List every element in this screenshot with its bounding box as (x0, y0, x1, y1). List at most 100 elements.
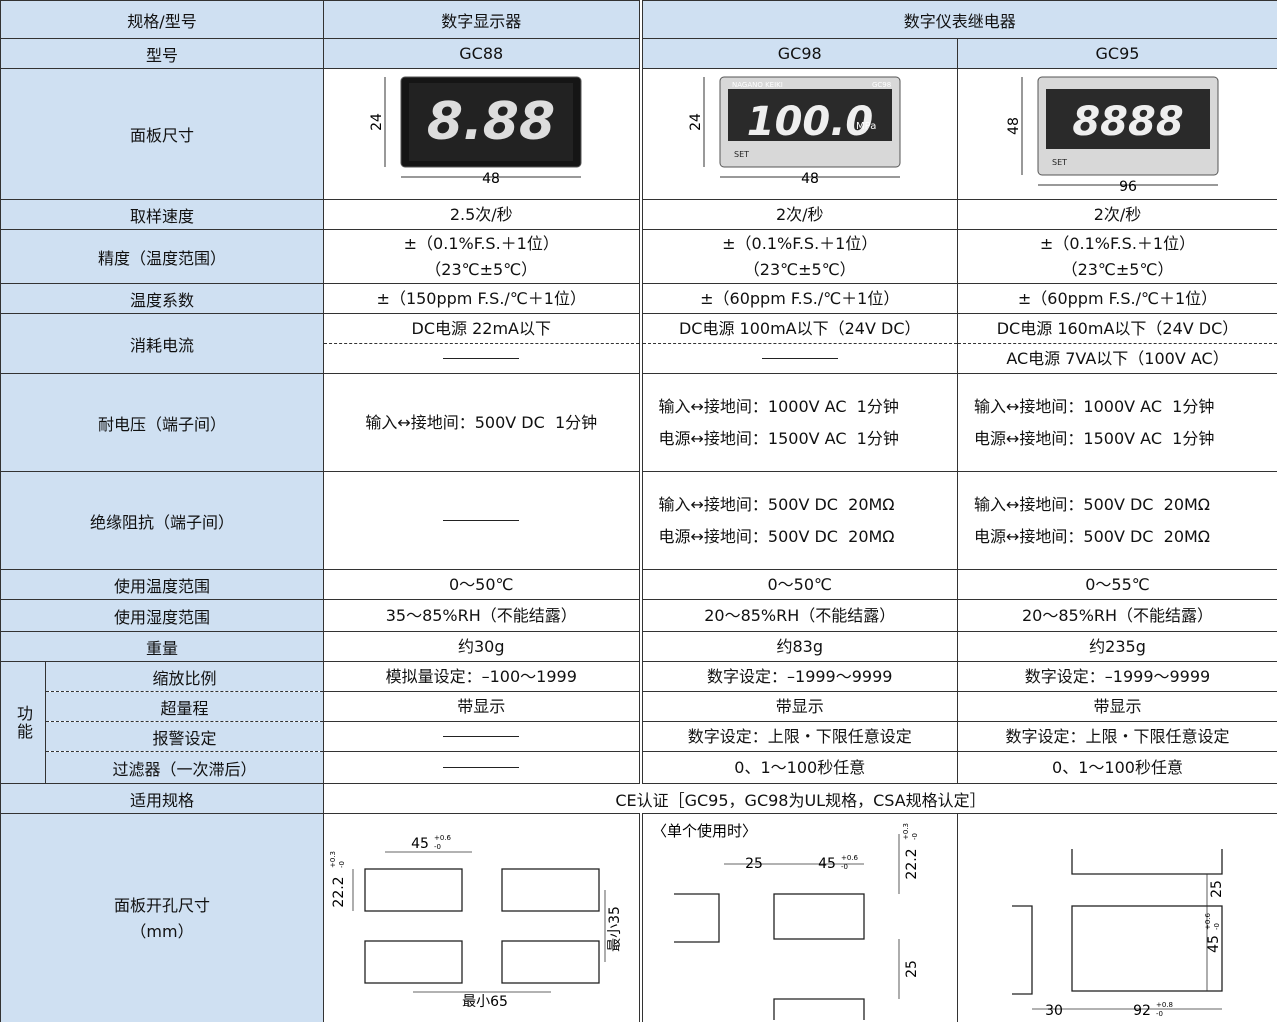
cell-text: 0～50℃ (767, 574, 832, 594)
dash-line (443, 736, 520, 737)
dim-text: 25 (745, 856, 763, 872)
cell-text: （23℃±5℃） (1061, 259, 1174, 279)
table-cell: 输入↔接地间：1000V AC 1分钟 电源↔接地间：1500V AC 1分钟 (956, 373, 1277, 472)
display-digits: 8.88 (427, 92, 555, 152)
table-cell: 面板尺寸 (0, 68, 324, 200)
width-dim: 48 (801, 171, 819, 187)
cutout-rect (1070, 905, 1223, 992)
cell-text: ±（150ppm F.S./℃＋1位） (376, 288, 586, 308)
cell-text: ±（0.1%F.S.＋1位） (403, 233, 559, 253)
table-row: 取样速度 2.5次/秒 2次/秒 2次/秒 (0, 199, 1277, 230)
dim-label: 30 (1045, 1003, 1063, 1019)
table-cell (323, 471, 641, 570)
dim-text: 45 (818, 856, 836, 872)
table-cell: 输入↔接地间：500V DC 20MΩ 电源↔接地间：500V DC 20MΩ (956, 471, 1277, 570)
table-cell: 带显示 (956, 691, 1277, 722)
outline (773, 998, 865, 1022)
cell-text: DC电源 160mA以下（24V DC） (996, 318, 1239, 338)
table-row: 使用湿度范围 35～85%RH（不能结露） 20～85%RH（不能结露） 20～85%… (0, 599, 1277, 632)
table-row: 绝缘阻抗（端子间） 输入↔接地间：500V DC 20MΩ 电源↔接地间：500V … (0, 471, 1277, 570)
table-cell: ±（0.1%F.S.＋1位） （23℃±5℃） (323, 229, 641, 284)
outline (1011, 905, 1033, 995)
table-row: 使用温度范围 0～50℃ 0～50℃ 0～55℃ (0, 569, 1277, 600)
cell-text: 约30g (457, 636, 505, 656)
outline (1070, 849, 1223, 875)
panel-image: 8.88 24 48 (369, 76, 582, 187)
dim-label: 45 +0.6-0 (1204, 912, 1222, 952)
cell-text: 电源↔接地间：500V DC 20MΩ (974, 526, 1211, 546)
cell-text: 带显示 (457, 696, 506, 716)
outline (673, 893, 720, 943)
dim-text: 45 (1206, 935, 1222, 953)
table-cell: 2次/秒 (956, 199, 1277, 230)
cell-text: 模拟量设定：–100～1999 (385, 666, 577, 686)
sub-cell: DC电源 160mA以下（24V DC） (958, 315, 1277, 344)
cutout-rect (364, 868, 463, 912)
cell-text: 20～85%RH（不能结露） (1021, 605, 1214, 625)
table-cell: 2.5次/秒 (323, 199, 641, 230)
table-cell: 数字仪表继电器 (638, 0, 1277, 39)
table-cell: ±（150ppm F.S./℃＋1位） (323, 283, 641, 314)
cell-text: ±（0.1%F.S.＋1位） (722, 233, 878, 253)
dim-label: 25 (1209, 880, 1225, 898)
table-cell: 数字设定：上限・下限任意设定 (638, 721, 958, 752)
table-cell: 〈单个使用时〉 25 45 +0.6 -0 22.2 +0.3 -0 25 (638, 813, 958, 1022)
cell-text: 数字设定：–1999～9999 (707, 666, 893, 686)
dim-label: 22.2 +0.3 -0 (329, 851, 347, 908)
cell-text: DC电源 22mA以下 (411, 318, 551, 338)
table-row: 适用规格 CE认证［GC95，GC98为UL规格，CSA规格认定］ (0, 783, 1277, 814)
button: SET (734, 150, 749, 159)
panel-image: 8888 SET 48 96 (1006, 76, 1218, 195)
cell-text: （23℃±5℃） (743, 259, 856, 279)
caption: 〈单个使用时〉 (652, 822, 757, 840)
sub-cell: DC电源 22mA以下 (324, 315, 639, 344)
table-cell: 模拟量设定：–100～1999 (323, 661, 641, 692)
table-cell: DC电源 160mA以下（24V DC） AC电源 7VA以下（100V AC） (956, 313, 1277, 374)
cutout-rect (501, 940, 600, 984)
sub-cell (645, 344, 957, 373)
dim-label: 92 +0.8-0 (1133, 1001, 1173, 1019)
table-cell: DC电源 100mA以下（24V DC） (638, 313, 958, 374)
table-cell: 100.0 MPa NAGANO KEIKI GC98 SET 24 48 (638, 68, 958, 200)
cell-text: （mm） (130, 922, 194, 941)
table-cell: 型号 (0, 38, 324, 69)
tolerance: -0 (1156, 1010, 1163, 1018)
table-cell: 使用湿度范围 (0, 599, 324, 632)
table-row: 功能 缩放比例 模拟量设定：–100～1999 数字设定：–1999～9999 数字设定… (0, 661, 1277, 784)
table-cell: 35～85%RH（不能结露） (323, 599, 641, 632)
table-cell: 功能 (0, 661, 46, 784)
cell-text: ±（60ppm F.S./℃＋1位） (1017, 288, 1218, 308)
cell-text: 0、1～100秒任意 (1052, 757, 1183, 777)
table-cell: 输入↔接地间：500V DC 20MΩ 电源↔接地间：500V DC 20MΩ (638, 471, 958, 570)
display-unit: MPa (856, 121, 876, 132)
table-row: 规格/型号 数字显示器 数字仪表继电器 (0, 0, 1277, 39)
cell-text: 输入↔接地间：1000V AC 1分钟 (658, 396, 899, 416)
cell-text: 输入↔接地间：500V DC 1分钟 (365, 412, 598, 432)
cell-text: 电源↔接地间：500V DC 20MΩ (658, 526, 895, 546)
tolerance: -0 (338, 861, 346, 868)
table-row: 过滤器（一次滞后） 0、1～100秒任意 0、1～100秒任意 (1, 751, 1277, 784)
cell-text: 电源↔接地间：1500V AC 1分钟 (974, 428, 1215, 448)
dim-text: 25 (904, 960, 920, 978)
cell-text: ±（0.1%F.S.＋1位） (1039, 233, 1196, 253)
cutout-diagram: 25 45+0.6 -0 30 92 +0.8-0 (1011, 849, 1225, 1019)
display-digits: 8888 (1072, 99, 1183, 145)
cell-text: 约83g (776, 636, 824, 656)
table-row: 耐电压（端子间） 输入↔接地间：500V DC 1分钟 输入↔接地间：1000V A… (0, 373, 1277, 472)
table-row: 面板开孔尺寸 （mm） 45 +0.6 -0 22.2 +0.3 -0 最小35 最小65 〈单个使… (0, 813, 1277, 1022)
tolerance: +0.3 (902, 823, 910, 840)
dim-text: 30 (1045, 1003, 1063, 1019)
dim-label: 45 +0.6-0 (818, 854, 858, 872)
table-cell: 超量程 (45, 691, 324, 722)
tolerance: -0 (1213, 923, 1221, 930)
cell-text: 面板开孔尺寸 (113, 896, 210, 915)
table-cell: ±（0.1%F.S.＋1位） （23℃±5℃） (956, 229, 1277, 284)
height-dim: 24 (369, 113, 385, 131)
table-cell: 绝缘阻抗（端子间） (0, 471, 324, 570)
table-cell: 约235g (956, 631, 1277, 662)
table-cell: 缩放比例 (45, 661, 324, 692)
sub-cell (325, 344, 639, 373)
